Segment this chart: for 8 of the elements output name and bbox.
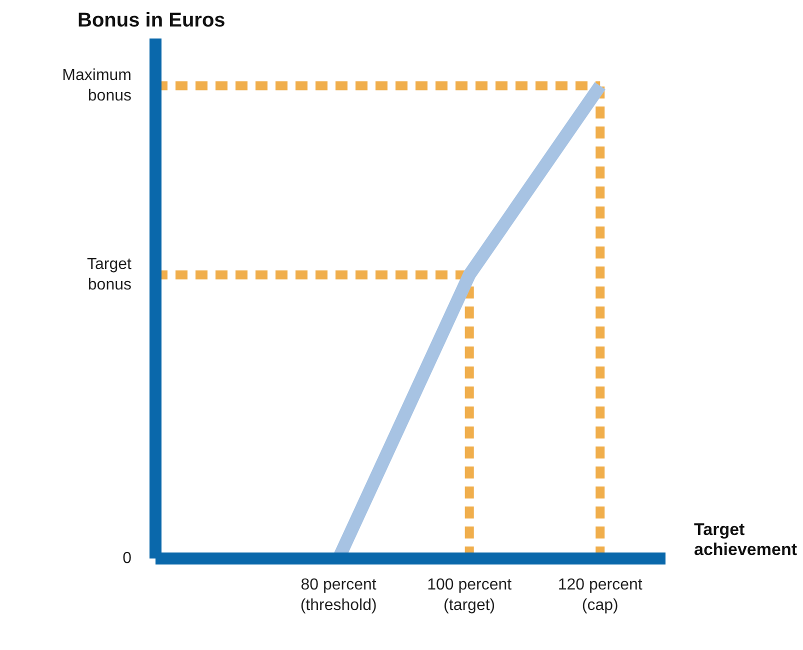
ref-line-label: Target bonus [87,256,132,294]
y-axis-title: Bonus in Euros [78,10,226,32]
x-tick-label: 80 percent (threshold) [300,576,377,614]
ref-line-label: Maximum bonus [62,67,132,104]
x-axis-title: Target achievement [694,520,797,560]
x-tick-label: 120 percent (cap) [558,576,643,614]
text: 0 [122,550,132,567]
x-tick-label: 100 percent (target) [427,576,512,614]
